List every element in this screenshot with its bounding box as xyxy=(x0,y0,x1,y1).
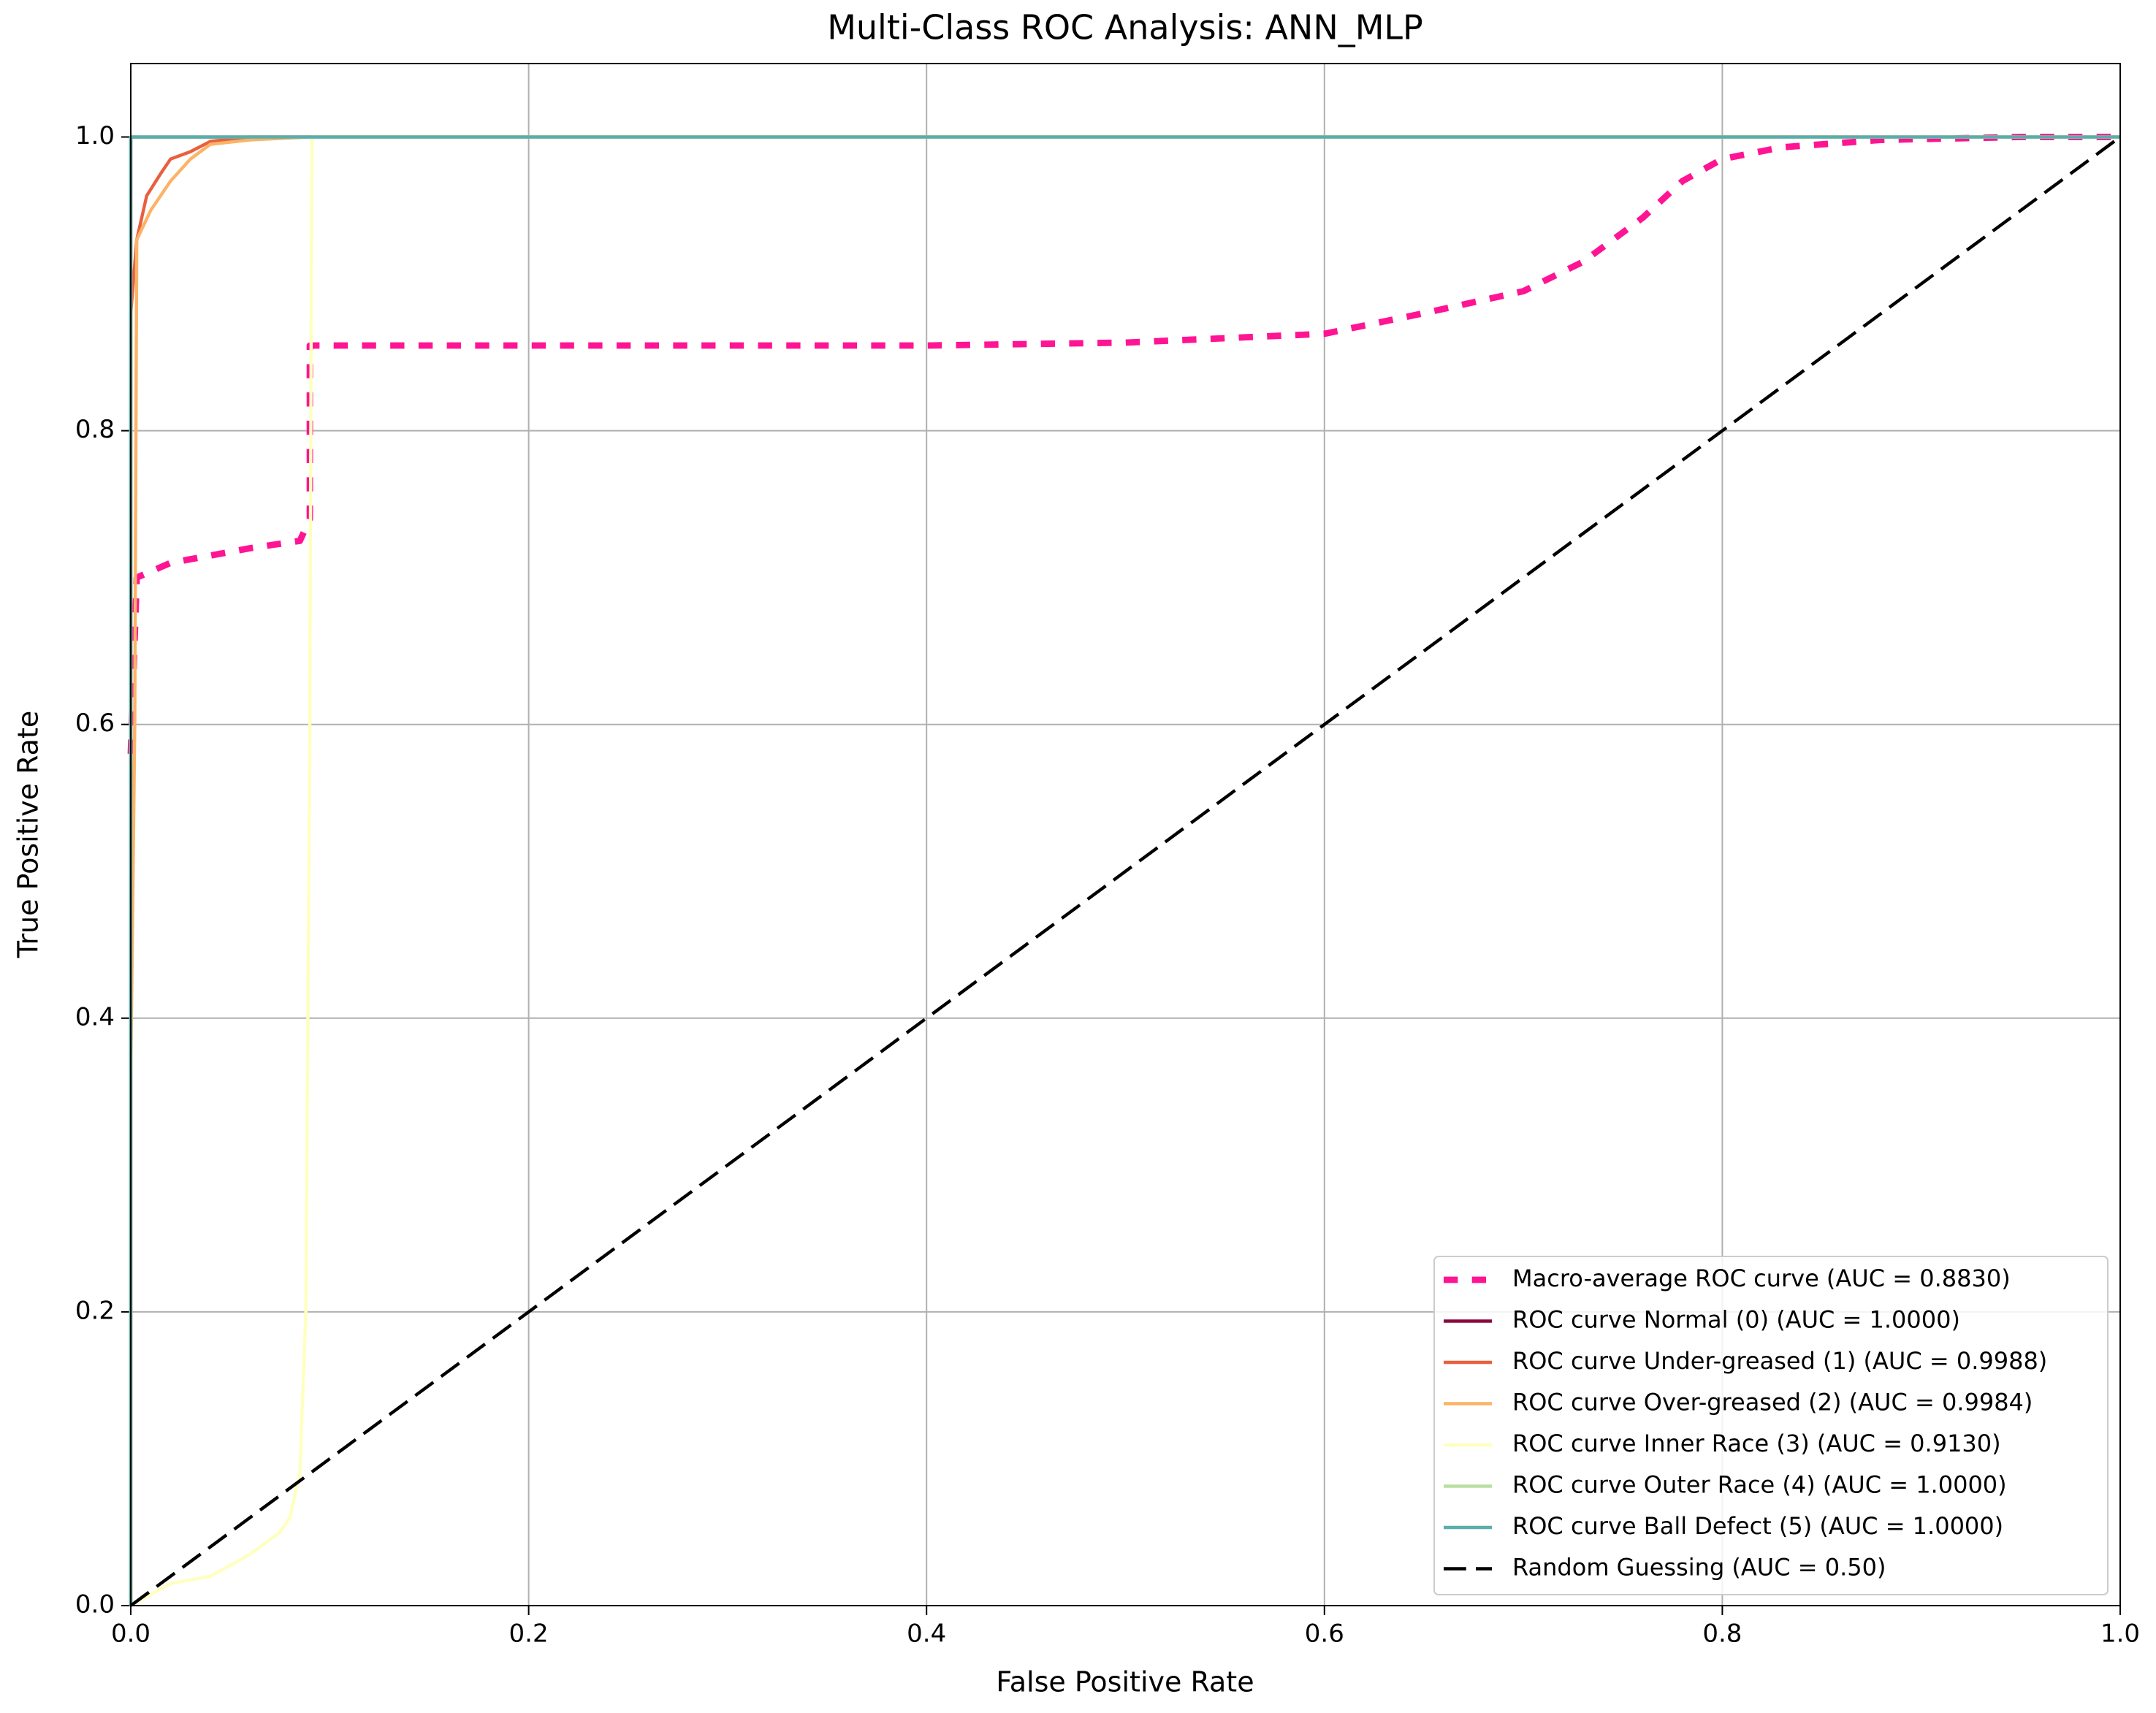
y-tick-label: 1.0 xyxy=(75,121,115,150)
x-axis-label: False Positive Rate xyxy=(996,1666,1254,1698)
roc-curve xyxy=(129,135,2122,1607)
y-tick-label: 0.8 xyxy=(75,415,115,444)
legend-label: ROC curve Under-greased (1) (AUC = 0.998… xyxy=(1512,1347,2047,1375)
legend-label: Macro-average ROC curve (AUC = 0.8830) xyxy=(1512,1264,2011,1292)
x-tick-label: 1.0 xyxy=(2100,1619,2140,1649)
roc-curve xyxy=(129,135,2120,1606)
legend-label: ROC curve Ball Defect (5) (AUC = 1.0000) xyxy=(1512,1512,2003,1540)
legend-label: ROC curve Outer Race (4) (AUC = 1.0000) xyxy=(1512,1471,2007,1499)
y-tick-label: 0.0 xyxy=(75,1590,115,1619)
roc-curve xyxy=(127,134,2120,755)
legend-label: ROC curve Over-greased (2) (AUC = 0.9984… xyxy=(1512,1389,2033,1416)
y-tick-label: 0.6 xyxy=(75,709,115,738)
y-axis-label: True Positive Rate xyxy=(12,711,45,959)
legend-box xyxy=(1433,1256,2109,1595)
x-tick-label: 0.0 xyxy=(111,1619,151,1649)
y-tick-label: 0.2 xyxy=(75,1296,115,1325)
x-tick-label: 0.2 xyxy=(509,1619,549,1649)
x-tick-label: 0.6 xyxy=(1305,1619,1344,1649)
axes-frame xyxy=(130,63,2121,1606)
chart-title: Multi-Class ROC Analysis: ANN_MLP xyxy=(827,8,1423,47)
x-tick-label: 0.4 xyxy=(907,1619,946,1649)
legend-label: ROC curve Inner Race (3) (AUC = 0.9130) xyxy=(1512,1430,2001,1457)
roc-curve xyxy=(129,135,2120,1607)
legend-label: Random Guessing (AUC = 0.50) xyxy=(1512,1554,1886,1582)
y-tick-label: 0.4 xyxy=(75,1002,115,1031)
legend-label: ROC curve Normal (0) (AUC = 1.0000) xyxy=(1512,1306,1960,1334)
x-tick-label: 0.8 xyxy=(1702,1619,1742,1649)
roc-curve xyxy=(129,135,2120,1606)
